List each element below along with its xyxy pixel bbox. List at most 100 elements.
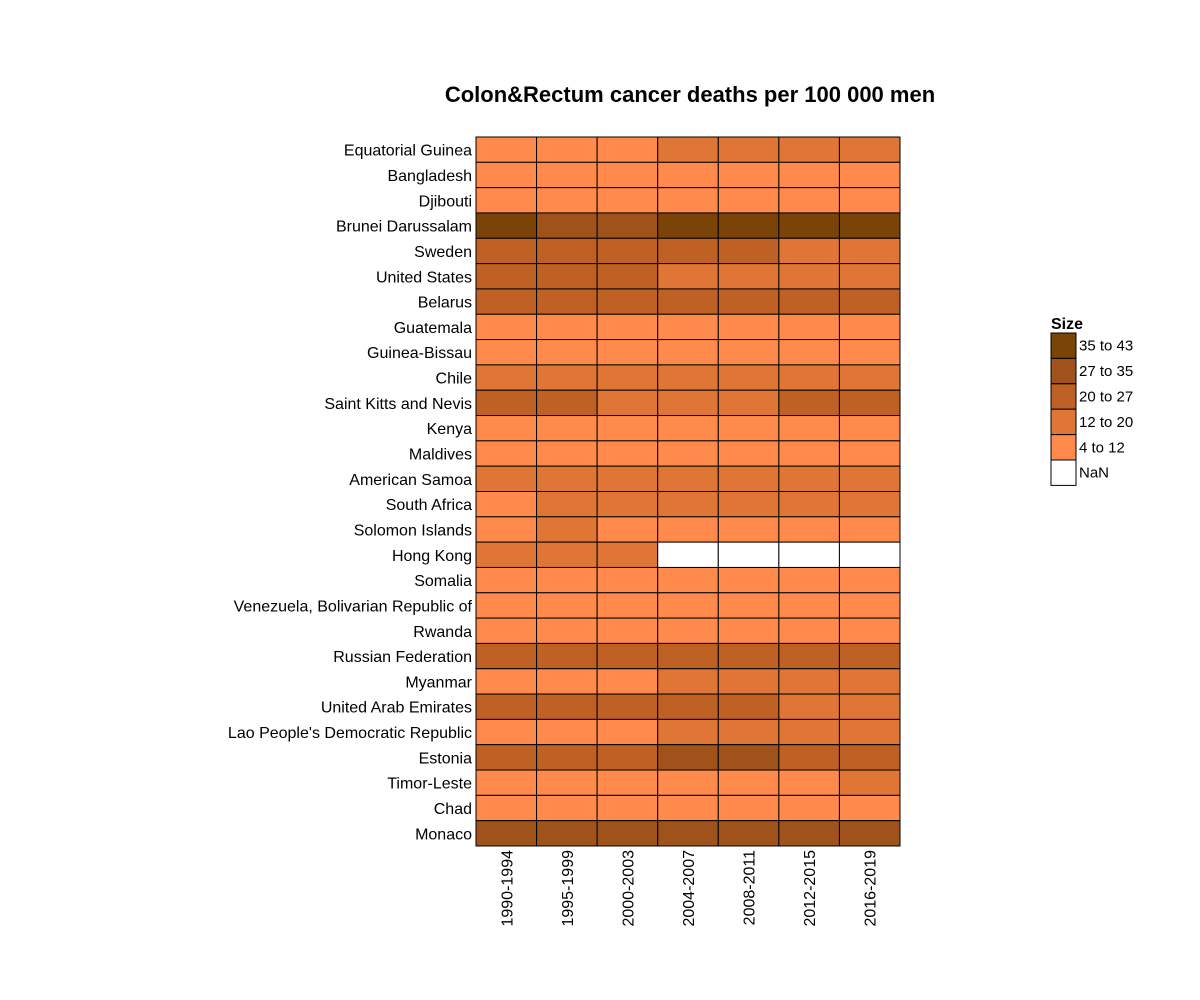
heatmap-cell — [717, 339, 780, 366]
heatmap-cell — [717, 288, 780, 315]
heatmap-cell — [657, 440, 719, 467]
heatmap-cell — [475, 237, 538, 265]
column-label: 2000-2003 — [620, 850, 637, 927]
heatmap-cell — [536, 718, 598, 746]
heatmap-cell — [536, 592, 598, 619]
heatmap-cell — [717, 187, 780, 214]
heatmap-cell — [536, 693, 598, 720]
heatmap-cell — [778, 693, 840, 720]
heatmap-cell — [536, 339, 598, 366]
heatmap-cell — [596, 237, 659, 265]
heatmap-cell — [717, 415, 780, 442]
legend-swatch — [1050, 459, 1077, 486]
heatmap-cell — [838, 592, 901, 619]
heatmap-cell — [838, 642, 901, 670]
heatmap-cell — [475, 617, 538, 644]
heatmap-cell — [717, 642, 780, 670]
heatmap-cell — [838, 769, 901, 796]
heatmap-cell — [596, 364, 659, 391]
heatmap-cell — [657, 339, 719, 366]
heatmap-cell — [657, 769, 719, 796]
row-label: Saint Kitts and Nevis — [324, 396, 472, 413]
heatmap-cell — [717, 592, 780, 619]
heatmap-cell — [536, 617, 598, 644]
heatmap-cell — [596, 642, 659, 670]
heatmap-cell — [838, 516, 901, 543]
row-label: Guinea-Bissau — [367, 345, 472, 362]
heatmap-cell — [536, 794, 598, 822]
heatmap-cell — [717, 820, 780, 847]
heatmap-cell — [657, 465, 719, 492]
legend-label: 35 to 43 — [1079, 338, 1133, 355]
heatmap-cell — [778, 491, 840, 518]
heatmap-cell — [838, 541, 901, 568]
heatmap-cell — [536, 820, 598, 847]
heatmap-cell — [475, 389, 538, 417]
heatmap-cell — [717, 364, 780, 391]
heatmap-cell — [838, 668, 901, 695]
row-label: Venezuela, Bolivarian Republic of — [234, 598, 473, 615]
heatmap-cell — [838, 212, 901, 239]
row-label: Kenya — [427, 421, 472, 438]
heatmap-cell — [596, 668, 659, 695]
heatmap-cell — [778, 744, 840, 771]
heatmap-cell — [536, 415, 598, 442]
column-label: 1995-1999 — [560, 850, 577, 927]
heatmap-cell — [596, 794, 659, 822]
heatmap-cell — [778, 718, 840, 746]
heatmap-cell — [536, 541, 598, 568]
heatmap-cell — [778, 440, 840, 467]
heatmap-cell — [475, 364, 538, 391]
heatmap-cell — [596, 339, 659, 366]
heatmap-cell — [657, 566, 719, 594]
heatmap-cell — [838, 288, 901, 315]
row-label: American Samoa — [349, 472, 472, 489]
heatmap-cell — [536, 288, 598, 315]
heatmap-cell — [778, 794, 840, 822]
row-label: Hong Kong — [392, 548, 472, 565]
heatmap-cell — [596, 212, 659, 239]
heatmap-cell — [475, 212, 538, 239]
heatmap-cell — [536, 212, 598, 239]
row-label: Bangladesh — [387, 168, 472, 185]
heatmap-cell — [657, 642, 719, 670]
row-label: Rwanda — [413, 624, 472, 641]
heatmap-cell — [536, 769, 598, 796]
heatmap-cell — [596, 415, 659, 442]
heatmap-cell — [596, 288, 659, 315]
column-labels: 1990-1994 1995-1999 2000-2003 2004-2007 2008… — [499, 850, 879, 927]
column-label: 2016-2019 — [863, 850, 880, 927]
row-label: South Africa — [386, 497, 472, 514]
heatmap-cell — [596, 693, 659, 720]
row-label: Chile — [436, 371, 473, 388]
row-label: Russian Federation — [333, 649, 472, 666]
heatmap-cell — [657, 237, 719, 265]
heatmap-cell — [717, 541, 780, 568]
heatmap-cell — [596, 313, 659, 341]
row-label: Maldives — [409, 447, 472, 464]
heatmap-cell — [475, 187, 538, 214]
heatmap-cell — [838, 744, 901, 771]
heatmap-cell — [838, 263, 901, 290]
heatmap-cell — [536, 364, 598, 391]
column-label: 2008-2011 — [742, 850, 759, 925]
heatmap-cell — [475, 136, 538, 163]
heatmap-cell — [778, 237, 840, 265]
heatmap-cell — [778, 187, 840, 214]
heatmap-cell — [536, 313, 598, 341]
heatmap-cell — [717, 491, 780, 518]
heatmap-cell — [657, 592, 719, 619]
heatmap-cell — [717, 617, 780, 644]
row-label: Myanmar — [405, 674, 472, 691]
heatmap-cell — [657, 415, 719, 442]
column-label: 1990-1994 — [499, 850, 516, 927]
heatmap-cell — [536, 187, 598, 214]
heatmap-cell — [475, 668, 538, 695]
row-label: Equatorial Guinea — [344, 143, 472, 160]
row-label: Djibouti — [419, 193, 472, 210]
heatmap-cell — [778, 592, 840, 619]
row-label: Solomon Islands — [354, 522, 472, 539]
heatmap-cell — [596, 187, 659, 214]
heatmap-cell — [657, 263, 719, 290]
heatmap-cell — [838, 313, 901, 341]
